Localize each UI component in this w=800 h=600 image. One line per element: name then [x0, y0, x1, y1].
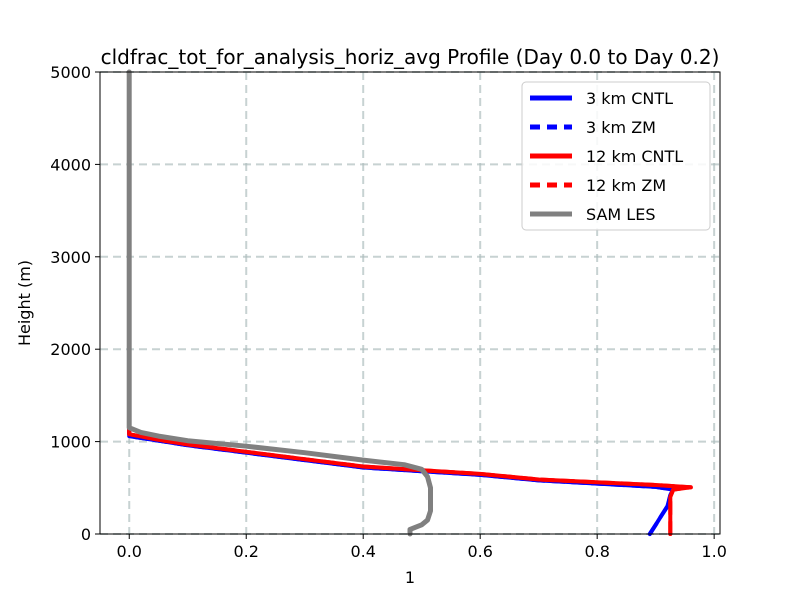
legend: 3 km CNTL 3 km ZM 12 km CNTL 12 km ZM SAM LE…	[521, 81, 711, 231]
y-tick-label: 4000	[50, 155, 91, 174]
grid	[100, 71, 720, 535]
y-axis-label: Height (m)	[15, 260, 34, 346]
x-axis-ticks: 0.0 0.2 0.4 0.6 0.8 1.0	[117, 534, 727, 561]
legend-label-12-km-zm: 12 km ZM	[586, 176, 666, 195]
legend-label-12-km-cntl: 12 km CNTL	[586, 147, 683, 166]
x-tick-label: 0.2	[233, 542, 258, 561]
legend-label-3-km-zm: 3 km ZM	[586, 118, 656, 137]
y-axis-ticks: 0 1000 2000 3000 4000 5000	[50, 63, 100, 544]
series-line-sam-les	[126, 69, 433, 537]
x-axis-label: 1	[405, 568, 415, 587]
y-tick-label: 3000	[50, 248, 91, 267]
y-tick-label: 1000	[50, 433, 91, 452]
chart-title: cldfrac_tot_for_analysis_horiz_avg Profi…	[101, 45, 720, 69]
legend-box	[521, 81, 711, 231]
x-tick-label: 1.0	[701, 542, 726, 561]
x-tick-label: 0.8	[584, 542, 609, 561]
y-tick-label: 5000	[50, 63, 91, 82]
x-tick-label: 0.4	[350, 542, 375, 561]
y-tick-label: 0	[81, 525, 91, 544]
plot-lines	[126, 69, 693, 537]
y-tick-label: 2000	[50, 340, 91, 359]
legend-label-sam-les: SAM LES	[586, 205, 655, 224]
x-tick-label: 0.0	[117, 542, 142, 561]
plot-frame	[99, 71, 721, 535]
x-tick-label: 0.6	[467, 542, 492, 561]
legend-label-3-km-cntl: 3 km CNTL	[586, 89, 673, 108]
